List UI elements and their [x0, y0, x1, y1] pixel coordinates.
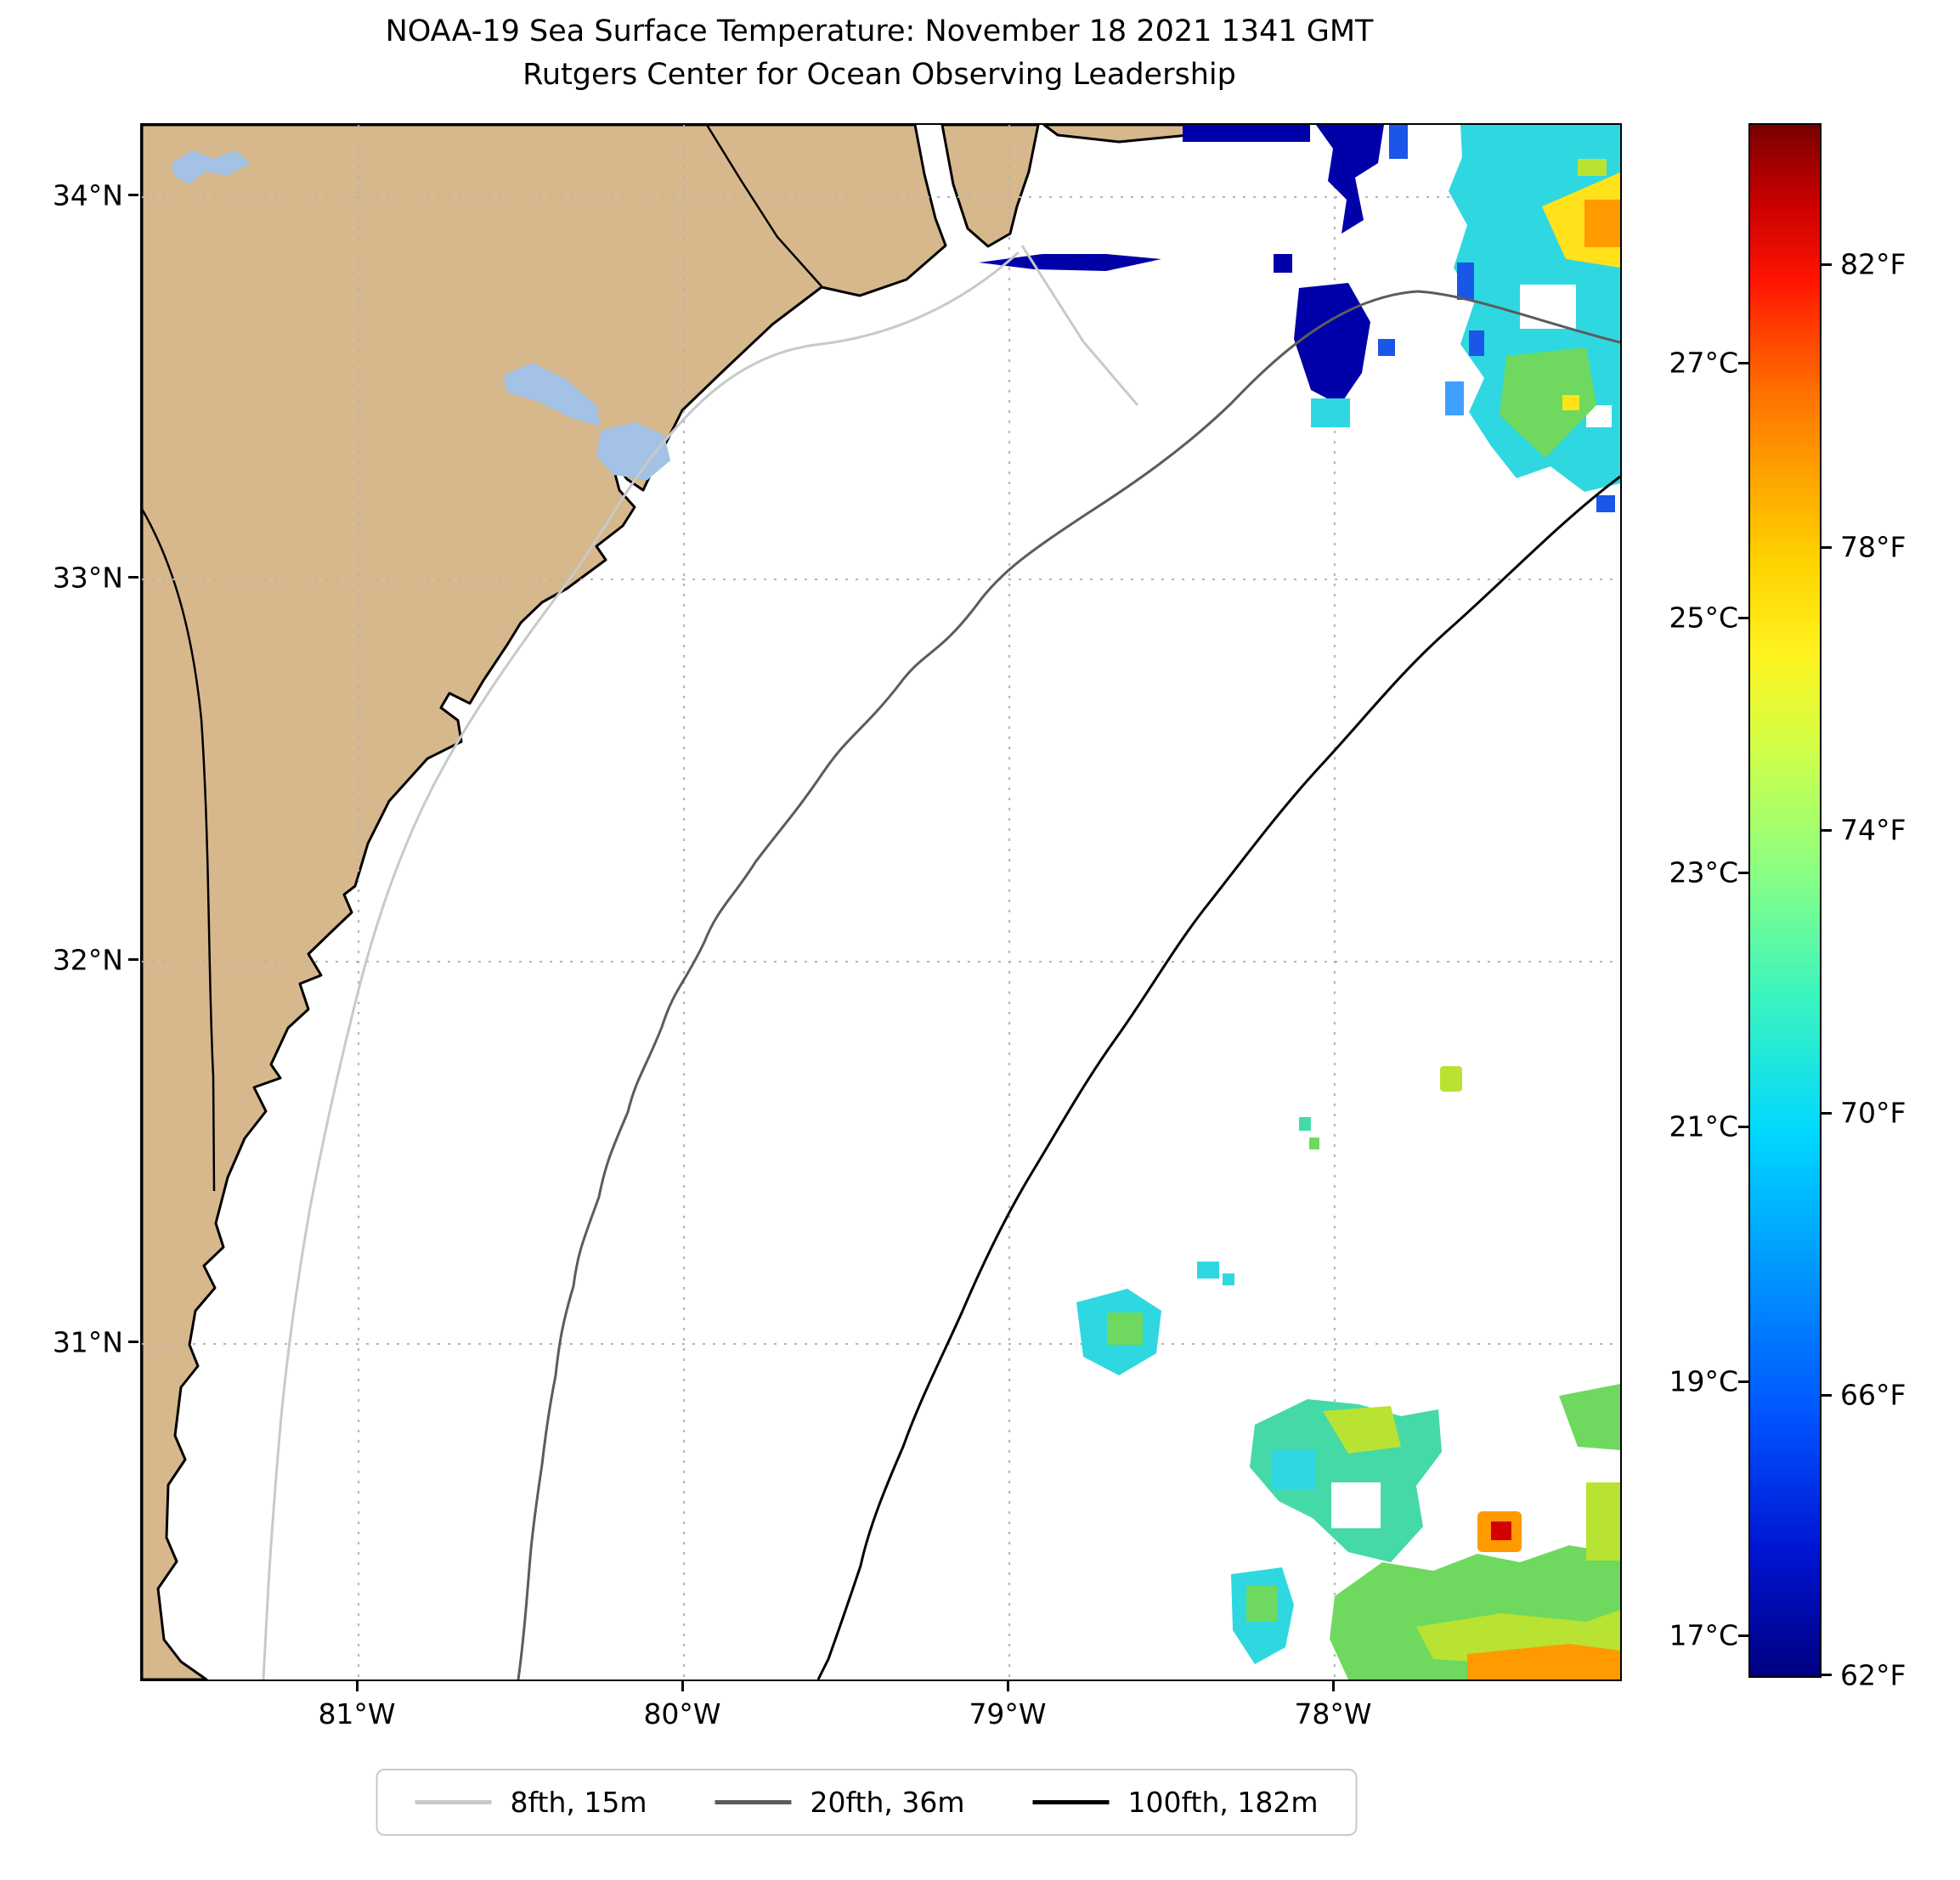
axis-tick	[128, 576, 138, 579]
axis-tick	[1332, 1681, 1335, 1691]
lon-label-80w: 80°W	[643, 1697, 721, 1730]
coastal-strip-northeast	[1042, 123, 1197, 144]
land-mass	[140, 123, 1197, 1681]
isobath-legend: 8fth, 15m 20fth, 36m 100fth, 182m	[376, 1769, 1358, 1836]
colorbar-tick	[1738, 1126, 1748, 1128]
legend-item-100fth: 100fth, 182m	[1032, 1786, 1319, 1819]
legend-line-8fth-icon	[415, 1800, 492, 1804]
sst-patches	[979, 125, 1620, 1680]
legend-item-8fth: 8fth, 15m	[415, 1786, 647, 1819]
sst-cold-streak	[1316, 125, 1384, 234]
cbar-label-66f: 66°F	[1840, 1378, 1906, 1412]
sst-map	[140, 123, 1621, 1681]
title-line-1: NOAA-19 Sea Surface Temperature: Novembe…	[385, 14, 1374, 48]
legend-label-20fth: 20fth, 36m	[810, 1786, 965, 1819]
lake	[172, 150, 251, 184]
axis-tick	[356, 1681, 359, 1691]
axis-tick	[681, 1681, 684, 1691]
land-boundaries	[140, 124, 822, 1192]
cbar-label-62f: 62°F	[1840, 1658, 1906, 1692]
cape-fear-peninsula	[940, 123, 1040, 248]
colorbar-tick	[1822, 546, 1832, 549]
legend-item-20fth: 20fth, 36m	[715, 1786, 965, 1819]
lat-label-32n: 32°N	[52, 943, 123, 977]
colorbar-tick	[1822, 1674, 1832, 1676]
cbar-label-21c: 21°C	[1669, 1109, 1738, 1143]
sst-speck	[1440, 1066, 1462, 1092]
lakes	[172, 150, 670, 480]
map-plot	[140, 123, 1622, 1681]
lon-label-81w: 81°W	[318, 1697, 396, 1730]
colorbar-tick	[1738, 617, 1748, 619]
axis-tick	[1007, 1681, 1009, 1691]
colorbar-tick	[1738, 1634, 1748, 1637]
isobath-20fth	[517, 290, 1621, 1680]
colorbar-tick	[1738, 872, 1748, 874]
sst-cold-coastal-strip	[979, 254, 1161, 271]
cbar-label-19c: 19°C	[1669, 1364, 1738, 1398]
title-line-2: Rutgers Center for Ocean Observing Leade…	[522, 57, 1236, 92]
legend-label-100fth: 100fth, 182m	[1127, 1786, 1319, 1819]
legend-label-8fth: 8fth, 15m	[510, 1786, 647, 1819]
cbar-label-78f: 78°F	[1840, 530, 1906, 564]
state-border-line	[705, 124, 822, 287]
colorbar-tick	[1822, 829, 1832, 832]
cbar-label-23c: 23°C	[1669, 855, 1738, 889]
lat-label-34n: 34°N	[52, 178, 123, 212]
colorbar-tick	[1822, 1394, 1832, 1397]
isobath-100fth	[816, 475, 1621, 1680]
cbar-label-27c: 27°C	[1669, 346, 1738, 380]
page-title: NOAA-19 Sea Surface Temperature: Novembe…	[140, 10, 1618, 97]
lon-label-79w: 79°W	[969, 1697, 1047, 1730]
cbar-label-74f: 74°F	[1840, 813, 1906, 847]
cbar-label-70f: 70°F	[1840, 1096, 1906, 1130]
isobath-8fth-shoal-spur	[1020, 245, 1139, 406]
axis-tick	[128, 1341, 138, 1343]
lake-moultrie	[596, 422, 670, 480]
lat-label-31n: 31°N	[52, 1325, 123, 1359]
lat-label-33n: 33°N	[52, 561, 123, 595]
cbar-label-25c: 25°C	[1669, 601, 1738, 635]
river-line	[140, 508, 216, 1192]
isobaths	[262, 245, 1621, 1680]
isobath-8fth	[262, 251, 1020, 1680]
colorbar-tick	[1822, 263, 1832, 266]
cbar-label-17c: 17°C	[1669, 1618, 1738, 1652]
colorbar-tick	[1822, 1112, 1832, 1115]
lon-label-78w: 78°W	[1294, 1697, 1372, 1730]
axis-tick	[128, 958, 138, 961]
colorbar	[1748, 123, 1822, 1678]
legend-line-20fth-icon	[715, 1800, 792, 1804]
colorbar-tick	[1738, 362, 1748, 364]
legend-line-100fth-icon	[1032, 1800, 1110, 1804]
colorbar-tick	[1738, 1380, 1748, 1383]
cbar-label-82f: 82°F	[1840, 247, 1906, 281]
lake-marion	[503, 363, 601, 426]
axis-tick	[128, 194, 138, 196]
sst-cold-blob	[1294, 283, 1370, 405]
